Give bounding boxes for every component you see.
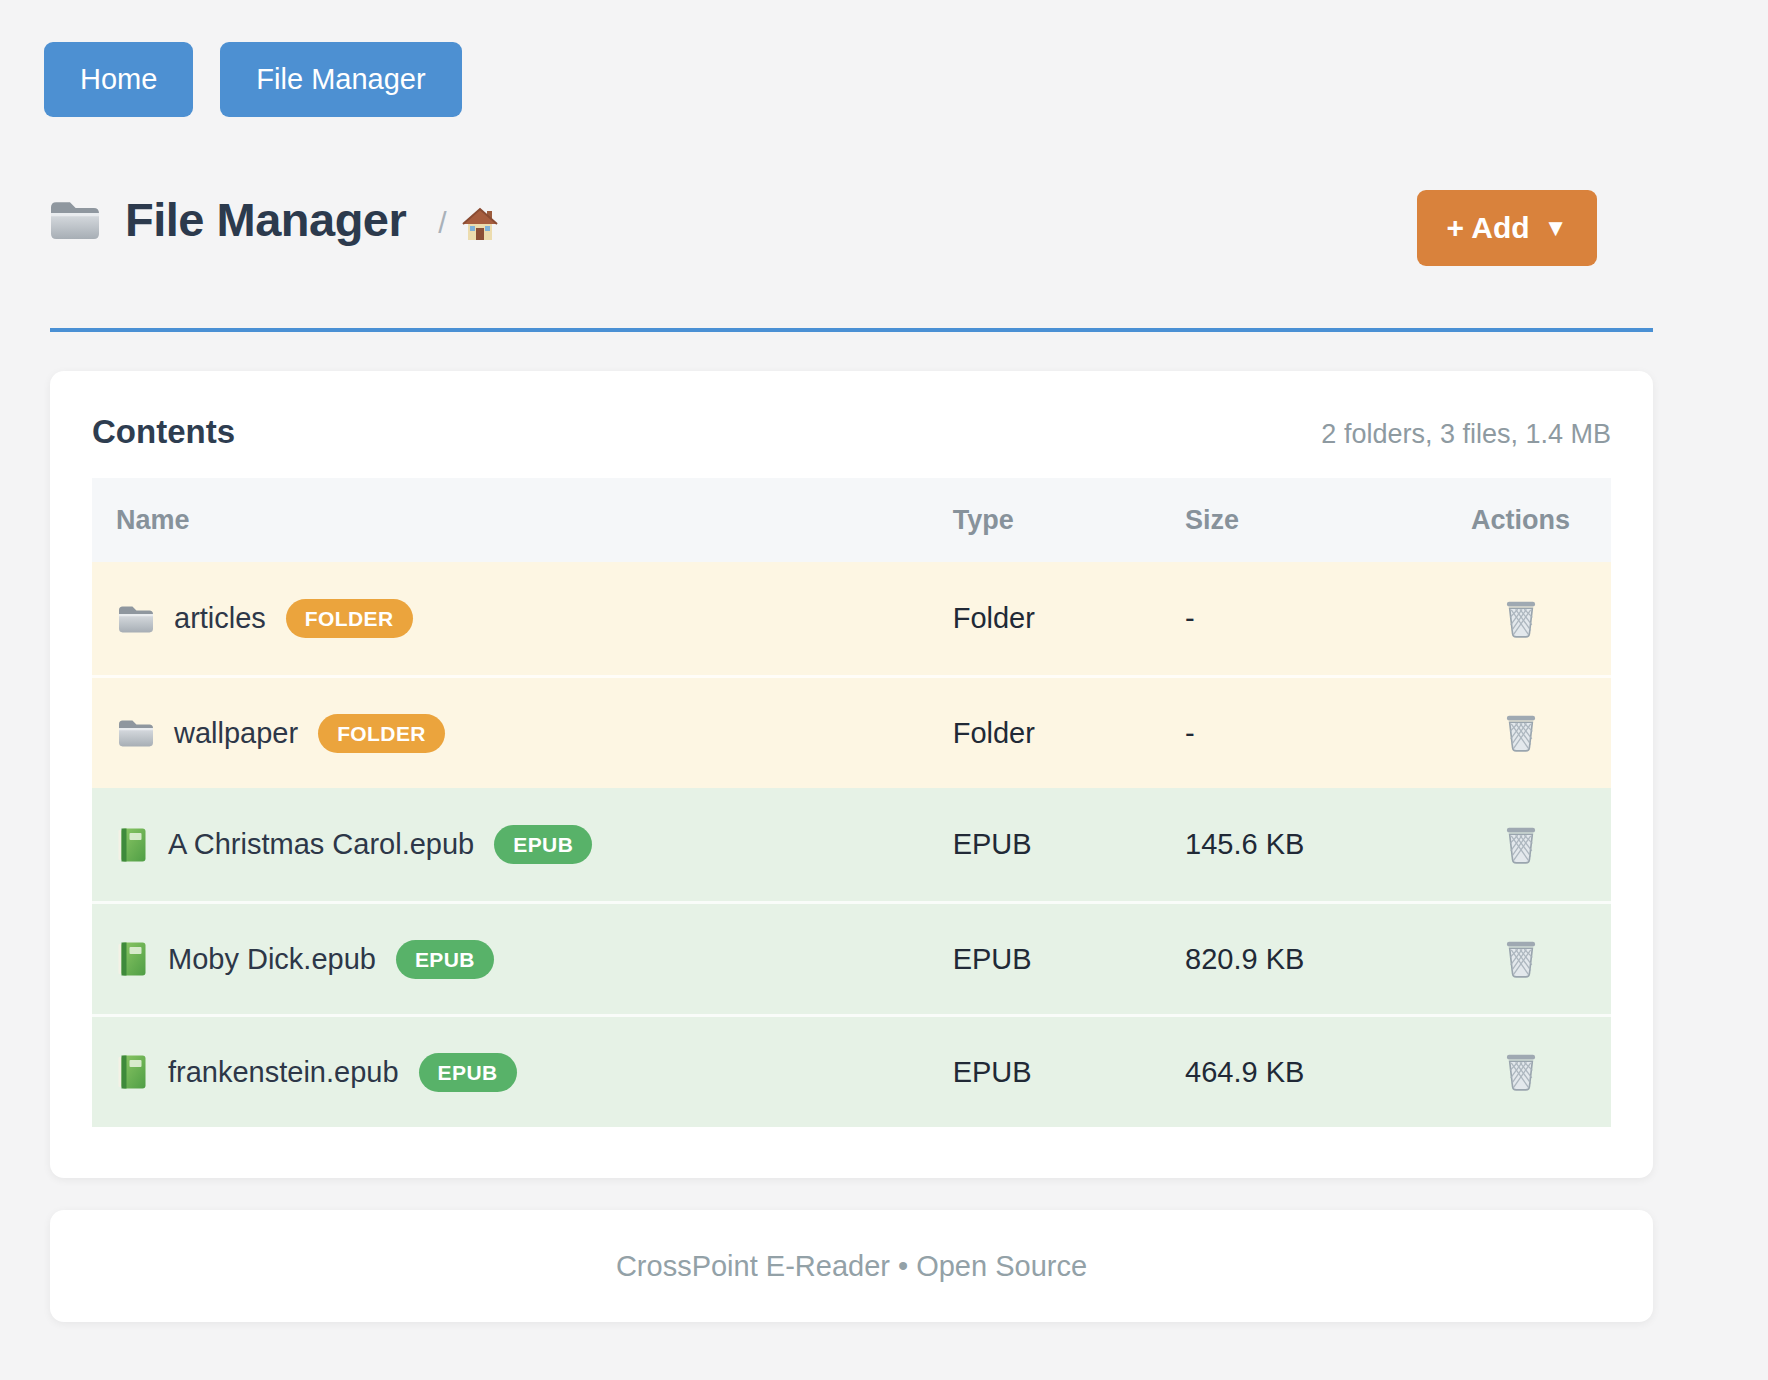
file-name: A Christmas Carol.epub (168, 828, 474, 861)
book-icon (116, 941, 148, 977)
trash-icon[interactable] (1499, 821, 1543, 869)
file-table: Name Type Size Actions articles FOLDER F… (92, 478, 1611, 1127)
top-navigation: Home File Manager (44, 42, 462, 117)
contents-card: Contents 2 folders, 3 files, 1.4 MB Name… (50, 371, 1653, 1178)
file-name: articles (174, 602, 266, 635)
table-row[interactable]: Moby Dick.epub EPUB EPUB 820.9 KB (92, 901, 1611, 1014)
size-cell: - (1178, 717, 1430, 750)
trash-icon[interactable] (1499, 595, 1543, 643)
type-cell: Folder (946, 602, 1178, 635)
table-row[interactable]: frankenstein.epub EPUB EPUB 464.9 KB (92, 1014, 1611, 1127)
file-name: frankenstein.epub (168, 1056, 399, 1089)
folder-icon (116, 716, 156, 750)
file-name: wallpaper (174, 717, 298, 750)
page-title: File Manager (125, 192, 406, 247)
add-button-label: + Add (1447, 211, 1530, 245)
table-header-row: Name Type Size Actions (92, 478, 1611, 562)
folder-badge: FOLDER (286, 599, 413, 638)
folder-icon (47, 196, 103, 244)
header-divider (50, 328, 1653, 332)
epub-badge: EPUB (494, 825, 592, 864)
chevron-down-icon: ▼ (1544, 214, 1568, 242)
type-cell: EPUB (946, 828, 1178, 861)
folder-icon (116, 602, 156, 636)
file-name: Moby Dick.epub (168, 943, 376, 976)
home-icon[interactable] (461, 206, 499, 242)
trash-icon[interactable] (1499, 935, 1543, 983)
size-cell: - (1178, 602, 1430, 635)
table-row[interactable]: wallpaper FOLDER Folder - (92, 675, 1611, 788)
book-icon (116, 1054, 148, 1090)
footer-text: CrossPoint E-Reader • Open Source (616, 1250, 1087, 1283)
column-header-type: Type (946, 505, 1178, 536)
epub-badge: EPUB (396, 940, 494, 979)
nav-file-manager-button[interactable]: File Manager (220, 42, 461, 117)
column-header-actions: Actions (1430, 505, 1611, 536)
add-button[interactable]: + Add ▼ (1417, 190, 1597, 266)
type-cell: EPUB (946, 943, 1178, 976)
type-cell: Folder (946, 717, 1178, 750)
folder-badge: FOLDER (318, 714, 445, 753)
table-row[interactable]: articles FOLDER Folder - (92, 562, 1611, 675)
book-icon (116, 827, 148, 863)
size-cell: 145.6 KB (1178, 828, 1430, 861)
contents-summary: 2 folders, 3 files, 1.4 MB (1321, 419, 1611, 450)
table-row[interactable]: A Christmas Carol.epub EPUB EPUB 145.6 K… (92, 788, 1611, 901)
column-header-name: Name (92, 505, 946, 536)
contents-heading: Contents (92, 413, 235, 451)
column-header-size: Size (1178, 505, 1430, 536)
trash-icon[interactable] (1499, 1048, 1543, 1096)
trash-icon[interactable] (1499, 709, 1543, 757)
nav-home-button[interactable]: Home (44, 42, 193, 117)
epub-badge: EPUB (419, 1053, 517, 1092)
card-header: Contents 2 folders, 3 files, 1.4 MB (50, 371, 1653, 478)
size-cell: 464.9 KB (1178, 1056, 1430, 1089)
type-cell: EPUB (946, 1056, 1178, 1089)
footer: CrossPoint E-Reader • Open Source (50, 1210, 1653, 1322)
breadcrumb-separator: / (438, 206, 446, 240)
size-cell: 820.9 KB (1178, 943, 1430, 976)
page-header: File Manager / (47, 192, 1597, 247)
